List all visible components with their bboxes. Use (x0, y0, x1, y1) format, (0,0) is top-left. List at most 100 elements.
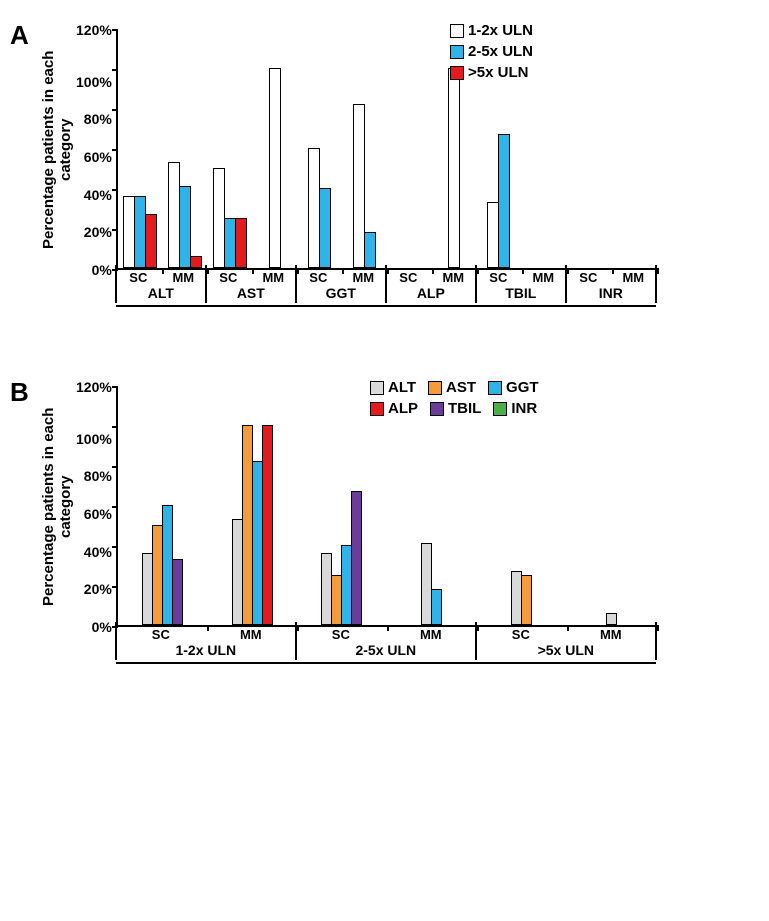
x-inner-label: SC (566, 270, 611, 285)
legend-item: ALT (370, 379, 416, 396)
bar-group (297, 387, 387, 625)
chart-b: Percentage patients in each category 120… (40, 387, 769, 664)
bar (606, 613, 617, 625)
x-inner-label: MM (431, 270, 476, 285)
legend-item: AST (428, 379, 476, 396)
x-inner-label: MM (611, 270, 656, 285)
bar-group (118, 387, 208, 625)
y-ticks-a: 120%100%80%60%40%20%0% (76, 30, 116, 270)
bar (431, 589, 442, 625)
legend-item: TBIL (430, 400, 481, 417)
x-inner-label: SC (296, 270, 341, 285)
bar-group (207, 30, 252, 268)
chart-a: Percentage patients in each category 120… (40, 30, 769, 307)
x-inner-label: MM (386, 627, 476, 642)
bar (364, 232, 376, 268)
legend-swatch (430, 402, 444, 416)
legend-label: INR (511, 400, 537, 417)
bar-group (611, 30, 656, 268)
plot-area-a (116, 30, 656, 270)
bar (269, 68, 281, 268)
bar (351, 491, 362, 625)
bar-group (118, 30, 163, 268)
x-inner-label: MM (341, 270, 386, 285)
legend-label: 1-2x ULN (468, 22, 533, 39)
y-tick: 0% (92, 263, 112, 277)
legend-label: ALP (388, 400, 418, 417)
legend-item: 1-2x ULN (450, 22, 533, 39)
legend-swatch (370, 381, 384, 395)
legend-item: INR (493, 400, 537, 417)
bar-group (566, 30, 611, 268)
legend-swatch (488, 381, 502, 395)
y-tick: 0% (92, 620, 112, 634)
legend-label: AST (446, 379, 476, 396)
legend-label: GGT (506, 379, 539, 396)
legend-item: 2-5x ULN (450, 43, 533, 60)
x-inner-label: SC (116, 627, 206, 642)
x-outer-label: GGT (296, 285, 386, 307)
y-tick: 80% (84, 112, 112, 126)
x-inner-label: MM (566, 627, 656, 642)
x-inner-label: SC (476, 627, 566, 642)
legend-row: ALT AST GGT (370, 379, 539, 396)
bar (190, 256, 202, 268)
bar (172, 559, 183, 625)
y-tick: 40% (84, 188, 112, 202)
y-tick: 100% (76, 432, 112, 446)
x-labels-inner-b: SCMMSCMMSCMM (116, 627, 656, 642)
legend-swatch (370, 402, 384, 416)
legend-row: ALP TBIL INR (370, 400, 539, 417)
legend-swatch (450, 24, 464, 38)
bar (448, 68, 460, 268)
x-inner-label: SC (206, 270, 251, 285)
legend-swatch (450, 66, 464, 80)
x-outer-label: TBIL (476, 285, 566, 307)
x-outer-label: 1-2x ULN (116, 642, 296, 664)
panel-a-label: A (10, 20, 29, 51)
bar-group (207, 387, 297, 625)
bar (145, 214, 157, 268)
legend-a: 1-2x ULN 2-5x ULN >5x ULN (450, 22, 533, 81)
bar-group (297, 30, 342, 268)
panel-b-label: B (10, 377, 29, 408)
plot-area-b (116, 387, 656, 627)
y-tick: 40% (84, 545, 112, 559)
x-outer-label: INR (566, 285, 656, 307)
legend-item: >5x ULN (450, 64, 533, 81)
x-outer-label: >5x ULN (476, 642, 656, 664)
panel-b: B Percentage patients in each category 1… (40, 387, 769, 664)
x-inner-label: MM (251, 270, 296, 285)
panel-a: A Percentage patients in each category 1… (40, 30, 769, 307)
legend-item: GGT (488, 379, 539, 396)
y-tick: 80% (84, 469, 112, 483)
bar (319, 188, 331, 268)
bar (521, 575, 532, 625)
x-labels-outer-a: ALTASTGGTALPTBILINR (116, 285, 656, 307)
legend-label: ALT (388, 379, 416, 396)
legend-swatch (450, 45, 464, 59)
x-inner-label: SC (386, 270, 431, 285)
y-tick: 60% (84, 507, 112, 521)
x-outer-label: AST (206, 285, 296, 307)
x-inner-label: MM (161, 270, 206, 285)
x-inner-label: SC (296, 627, 386, 642)
bar (235, 218, 247, 268)
x-labels-outer-b: 1-2x ULN2-5x ULN>5x ULN (116, 642, 656, 664)
y-axis-label-a: Percentage patients in each category (40, 30, 74, 270)
x-outer-label: ALP (386, 285, 476, 307)
y-tick: 120% (76, 380, 112, 394)
bar-group (566, 387, 656, 625)
x-inner-label: MM (521, 270, 566, 285)
bar-group (477, 387, 567, 625)
legend-swatch (428, 381, 442, 395)
y-tick: 100% (76, 75, 112, 89)
y-axis-label-b: Percentage patients in each category (40, 387, 74, 627)
y-ticks-b: 120%100%80%60%40%20%0% (76, 387, 116, 627)
y-tick: 20% (84, 582, 112, 596)
bar-group (387, 30, 432, 268)
legend-label: TBIL (448, 400, 481, 417)
y-tick: 60% (84, 150, 112, 164)
x-inner-label: SC (476, 270, 521, 285)
x-inner-label: MM (206, 627, 296, 642)
